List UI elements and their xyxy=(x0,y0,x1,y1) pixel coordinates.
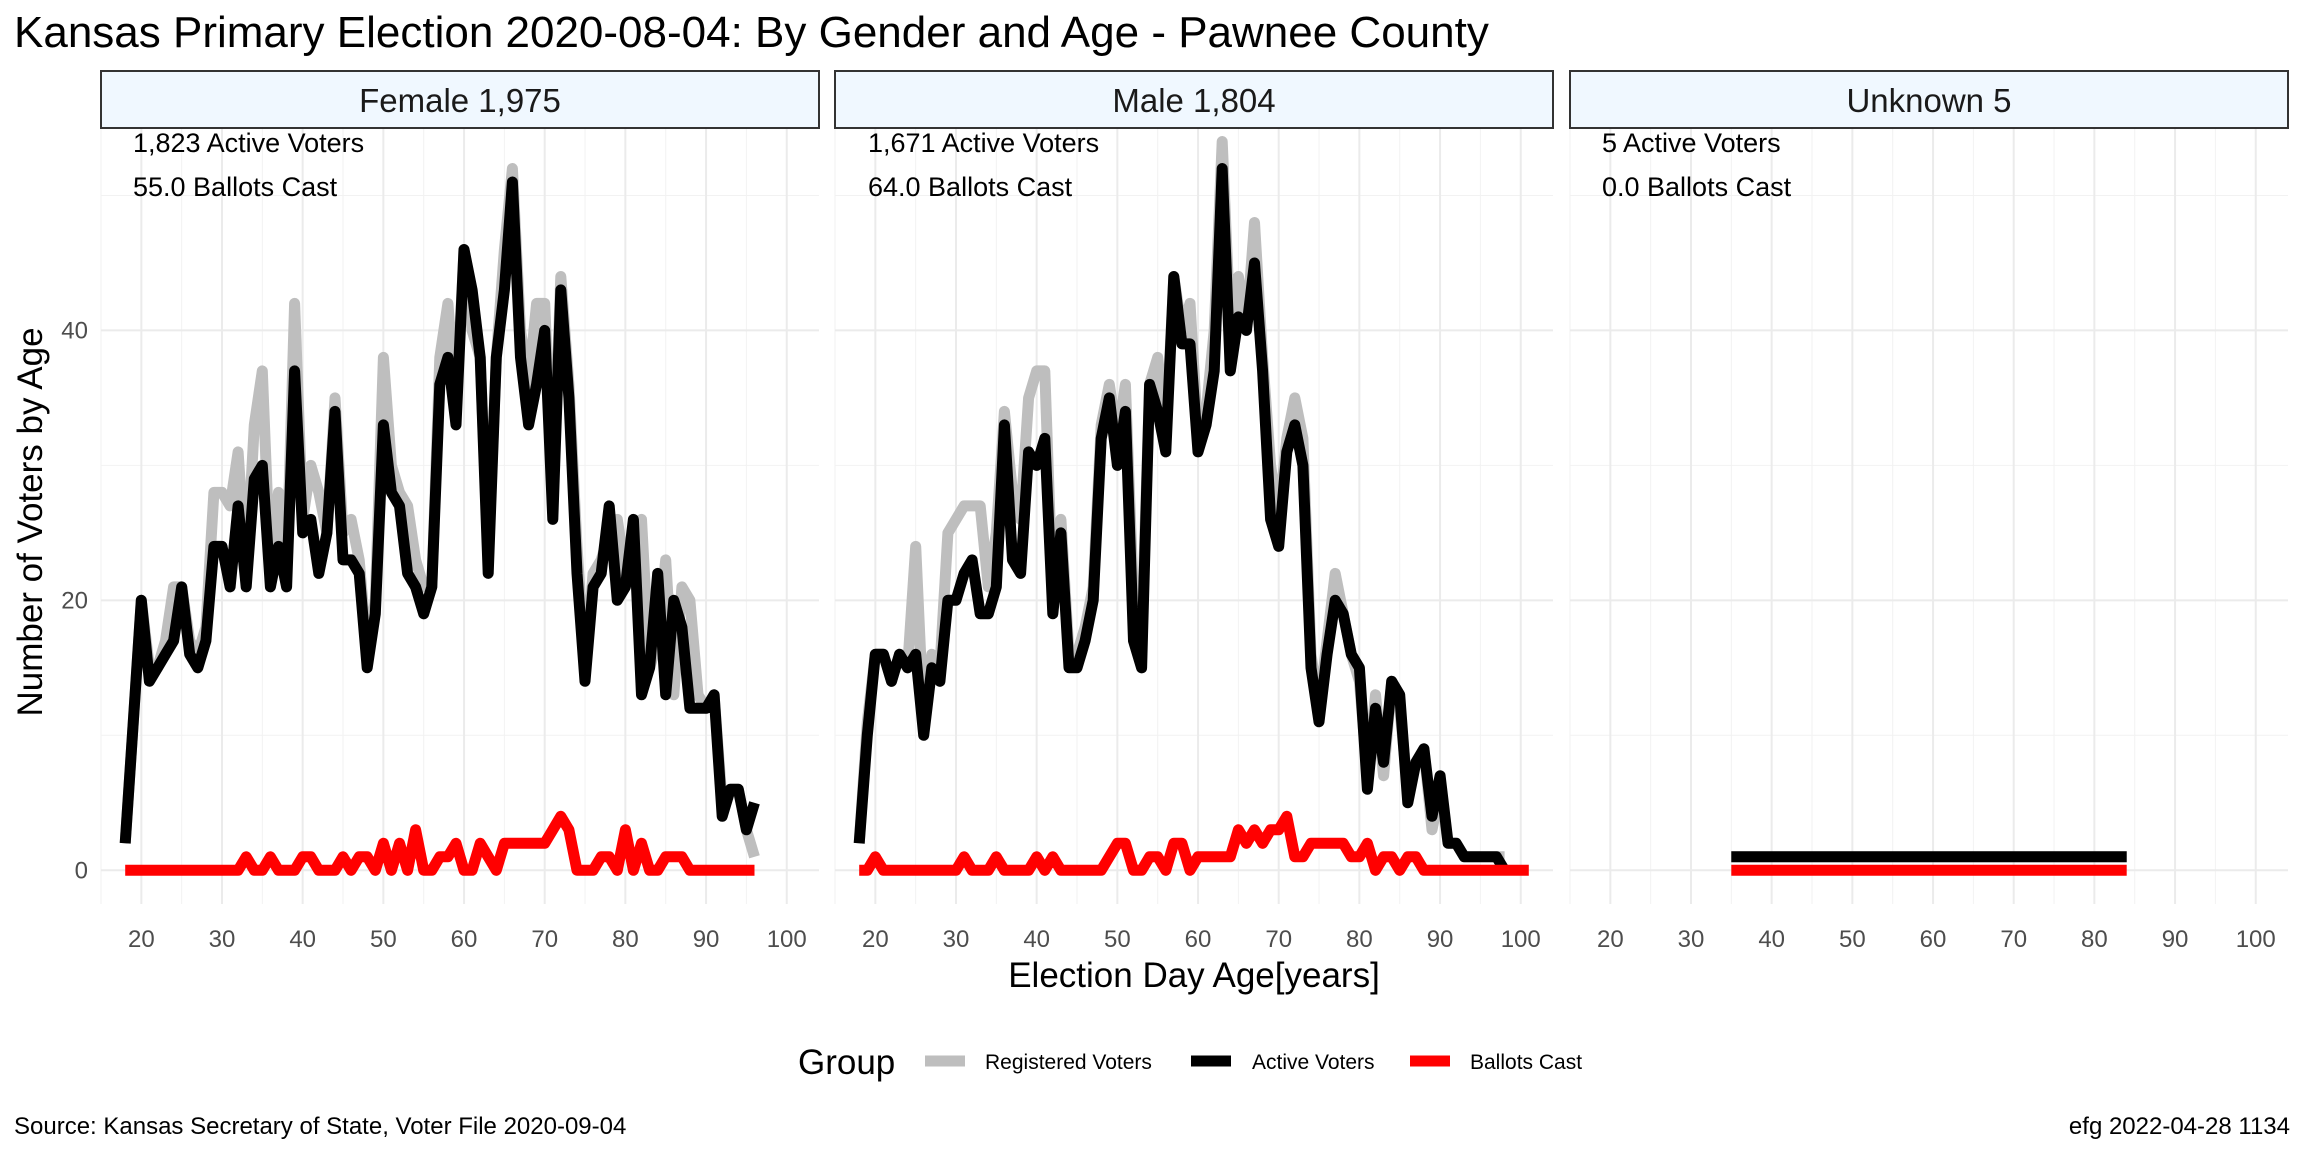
series-line-active-voters xyxy=(119,176,760,844)
x-tick-label: 80 xyxy=(2081,926,2108,953)
panel-series xyxy=(853,136,1529,876)
x-tick-label: 80 xyxy=(612,926,639,953)
x-tick-label: 50 xyxy=(1839,926,1866,953)
x-tick-label: 50 xyxy=(370,926,397,953)
x-tick-label: 70 xyxy=(531,926,558,953)
active-voters-annotation: 5 Active Voters xyxy=(1602,128,1781,158)
x-tick-label: 40 xyxy=(1023,926,1050,953)
x-tick-labels: 20 30 40 50 60 70 80 90 100 xyxy=(128,926,807,953)
panel-grid xyxy=(1569,128,2288,904)
x-tick-labels: 20 30 40 50 60 70 80 90 100 xyxy=(1597,926,2276,953)
x-tick-label: 60 xyxy=(1185,926,1212,953)
legend-label-active: Active Voters xyxy=(1252,1051,1375,1074)
x-tick-label: 50 xyxy=(1104,926,1131,953)
legend-label-registered: Registered Voters xyxy=(985,1051,1152,1074)
x-tick-label: 90 xyxy=(693,926,720,953)
panel-series xyxy=(119,163,760,876)
legend: Group Registered Voters Active Voters Ba… xyxy=(798,1043,1582,1082)
x-tick-label: 40 xyxy=(1758,926,1785,953)
panel-female: Female 1,975 1,823 Active Voters 55.0 Ba… xyxy=(100,70,820,953)
x-tick-label: 60 xyxy=(451,926,478,953)
x-tick-label: 100 xyxy=(2236,926,2276,953)
x-tick-label: 20 xyxy=(862,926,889,953)
series-line-ballots-cast xyxy=(125,810,755,876)
y-tick-labels: 0 20 40 xyxy=(61,317,88,884)
x-tick-label: 90 xyxy=(2162,926,2189,953)
strip-label-male: Male 1,804 xyxy=(1112,82,1275,119)
x-tick-label: 30 xyxy=(209,926,236,953)
y-axis-title: Number of Voters by Age xyxy=(11,327,50,716)
x-tick-label: 100 xyxy=(767,926,807,953)
strip-background xyxy=(1569,70,2289,129)
x-tick-label: 90 xyxy=(1427,926,1454,953)
source-caption: Source: Kansas Secretary of State, Voter… xyxy=(14,1113,626,1140)
panel-male: Male 1,804 1,671 Active Voters 64.0 Ball… xyxy=(834,70,1554,953)
legend-title: Group xyxy=(798,1043,895,1082)
y-tick-label: 20 xyxy=(61,587,88,614)
active-voters-annotation: 1,823 Active Voters xyxy=(133,128,364,158)
legend-label-ballots: Ballots Cast xyxy=(1470,1051,1582,1074)
panel-unknown: Unknown 5 5 Active Voters 0.0 Ballots Ca… xyxy=(1569,70,2289,953)
x-tick-label: 100 xyxy=(1501,926,1541,953)
active-voters-annotation: 1,671 Active Voters xyxy=(868,128,1099,158)
x-tick-label: 30 xyxy=(943,926,970,953)
x-tick-label: 70 xyxy=(2000,926,2027,953)
x-axis-title: Election Day Age[years] xyxy=(1008,956,1380,995)
strip-label-female: Female 1,975 xyxy=(359,82,561,119)
ballots-cast-annotation: 0.0 Ballots Cast xyxy=(1602,172,1792,202)
x-tick-label: 70 xyxy=(1265,926,1292,953)
ballots-cast-annotation: 64.0 Ballots Cast xyxy=(868,172,1073,202)
y-tick-label: 40 xyxy=(61,317,88,344)
x-tick-label: 60 xyxy=(1920,926,1947,953)
series-line-active-voters xyxy=(853,163,1510,874)
x-tick-label: 40 xyxy=(289,926,316,953)
credit-caption: efg 2022-04-28 1134 xyxy=(2069,1113,2290,1140)
strip-background xyxy=(834,70,1554,129)
y-tick-label: 0 xyxy=(75,857,88,884)
x-tick-label: 80 xyxy=(1346,926,1373,953)
panel-series xyxy=(1731,851,2127,876)
strip-label-unknown: Unknown 5 xyxy=(1846,82,2011,119)
x-tick-label: 20 xyxy=(1597,926,1624,953)
series-line-ballots-cast xyxy=(859,810,1529,876)
strip-background xyxy=(100,70,820,129)
ballots-cast-annotation: 55.0 Ballots Cast xyxy=(133,172,338,202)
x-tick-label: 20 xyxy=(128,926,155,953)
x-tick-labels: 20 30 40 50 60 70 80 90 100 xyxy=(862,926,1541,953)
chart-title: Kansas Primary Election 2020-08-04: By G… xyxy=(14,8,1489,57)
x-tick-label: 30 xyxy=(1678,926,1705,953)
